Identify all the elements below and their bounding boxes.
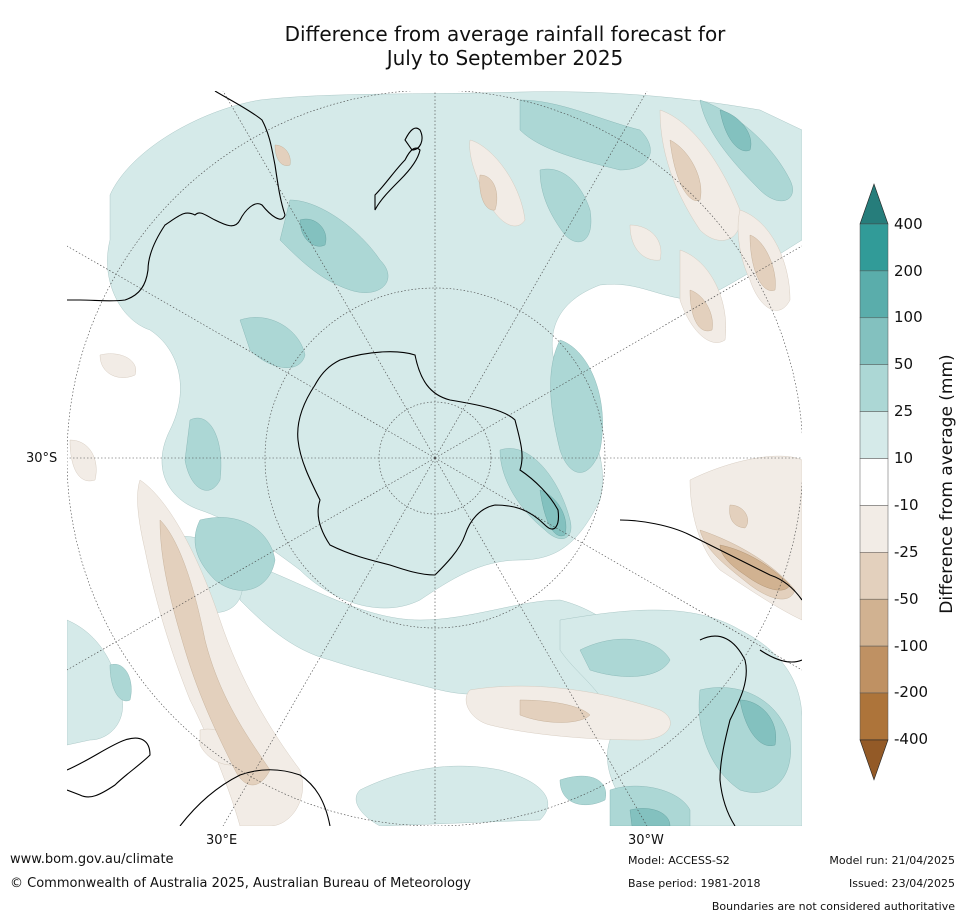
map-title-line1: Difference from average rainfall forecas…	[284, 22, 726, 46]
anomaly-50-100-regions	[299, 109, 776, 826]
colorbar-segment	[859, 458, 889, 506]
footer-model: Model: ACCESS-S2	[628, 854, 730, 867]
footer-base-period: Base period: 1981-2018	[628, 877, 761, 890]
colorbar-segment	[859, 317, 889, 365]
footer-model-run: Model run: 21/04/2025	[829, 854, 955, 867]
colorbar-over-triangle	[859, 183, 889, 225]
colorbar-tick-25: 25	[894, 402, 914, 420]
colorbar-segment	[859, 270, 889, 319]
colorbar-segment	[859, 598, 889, 647]
longitude-label-30w: 30°W	[628, 833, 664, 848]
footer-website: www.bom.gov.au/climate	[10, 852, 174, 867]
colorbar-tick-400: 400	[894, 215, 923, 233]
australia-coastline	[67, 91, 286, 302]
map-title: Difference from average rainfall forecas…	[160, 22, 850, 70]
latitude-label-30s: 30°S	[26, 451, 58, 466]
footer-copyright: © Commonwealth of Australia 2025, Austra…	[10, 876, 471, 891]
colorbar-segment	[859, 223, 889, 272]
colorbar-tick-minus50: -50	[894, 590, 919, 608]
colorbar-tick-minus10: -10	[894, 496, 919, 514]
colorbar-tick-minus100: -100	[894, 637, 929, 655]
colorbar-tick-50: 50	[894, 355, 914, 373]
graticule	[67, 91, 802, 826]
colorbar-tick-100: 100	[894, 308, 923, 326]
footer-disclaimer: Boundaries are not considered authoritat…	[711, 900, 955, 913]
colorbar-under-triangle	[859, 739, 889, 781]
footer-issued: Issued: 23/04/2025	[848, 877, 955, 890]
colorbar-segment	[859, 645, 889, 694]
colorbar-tick-200: 200	[894, 262, 923, 280]
map-title-line2: July to September 2025	[386, 46, 624, 70]
colorbar-tick-minus25: -25	[894, 543, 919, 561]
anomaly-25-50-regions	[109, 99, 793, 826]
colorbar-tick-minus400: -400	[894, 730, 929, 748]
africa-coastline	[67, 737, 331, 826]
colorbar-label: Difference from average (mm)	[937, 354, 957, 614]
colorbar-segment	[859, 411, 889, 459]
new-zealand-coastline	[374, 127, 423, 211]
colorbar-segment	[859, 692, 889, 741]
colorbar-tick-minus200: -200	[894, 683, 929, 701]
colorbar-segment	[859, 505, 889, 553]
colorbar-segment	[859, 364, 889, 412]
colorbar-tick-10: 10	[894, 449, 914, 467]
longitude-label-30e: 30°E	[206, 833, 238, 848]
south-america-coastline	[619, 519, 802, 826]
colorbar-segment	[859, 552, 889, 600]
antarctica-coastline	[297, 351, 559, 576]
